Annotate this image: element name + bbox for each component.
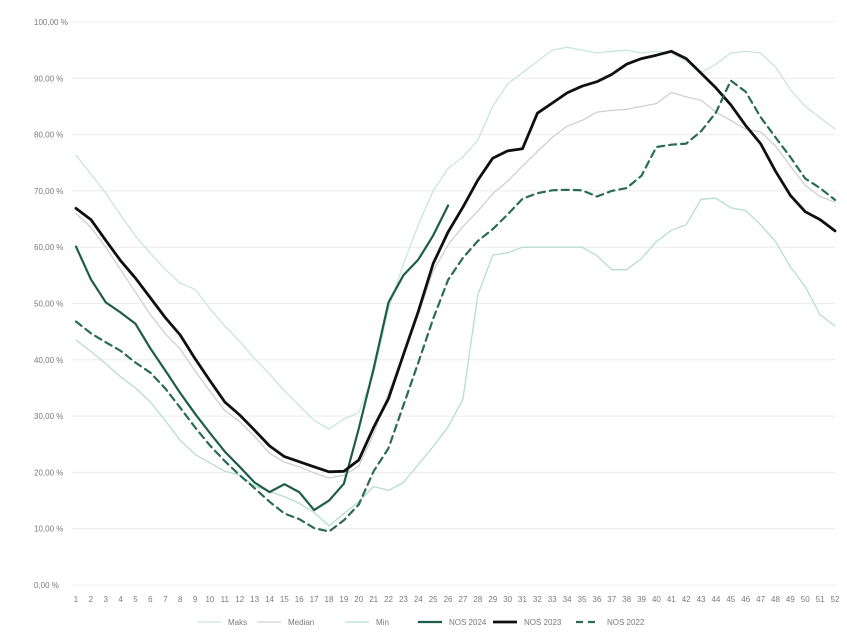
series-line-nos-2023 xyxy=(74,49,837,474)
x-tick-label: 20 xyxy=(354,595,363,604)
x-tick-label: 11 xyxy=(221,595,230,604)
x-tick-label: 32 xyxy=(533,595,542,604)
y-tick-label: 50,00 % xyxy=(34,300,63,309)
legend-label: NOS 2023 xyxy=(524,618,562,627)
x-tick-label: 36 xyxy=(592,595,601,604)
y-tick-label: 30,00 % xyxy=(34,412,63,421)
x-tick-label: 44 xyxy=(711,595,720,604)
x-tick-label: 33 xyxy=(548,595,557,604)
series-line-min xyxy=(75,197,836,527)
x-tick-label: 29 xyxy=(488,595,497,604)
y-tick-label: 80,00 % xyxy=(34,131,63,140)
x-tick-label: 39 xyxy=(637,595,646,604)
y-tick-label: 10,00 % xyxy=(34,525,63,534)
legend-label: Maks xyxy=(228,618,247,627)
x-tick-label: 14 xyxy=(265,595,274,604)
x-tick-label: 34 xyxy=(563,595,572,604)
y-tick-label: 100,00 % xyxy=(34,18,68,27)
x-tick-label: 50 xyxy=(801,595,810,604)
x-tick-label: 35 xyxy=(578,595,587,604)
x-tick-label: 17 xyxy=(310,595,319,604)
legend-label: Min xyxy=(376,618,389,627)
x-tick-label: 47 xyxy=(756,595,765,604)
series-line-nos-2024 xyxy=(74,204,450,512)
legend: Maks Median Min NOS 2024 NOS 2023 NOS 2022 xyxy=(197,618,645,627)
x-tick-label: 51 xyxy=(816,595,825,604)
x-tick-label: 5 xyxy=(133,595,138,604)
x-tick-label: 41 xyxy=(667,595,676,604)
series-line-median xyxy=(75,91,836,479)
y-tick-label: 90,00 % xyxy=(34,74,63,83)
x-tick-label: 46 xyxy=(741,595,750,604)
x-tick-label: 24 xyxy=(414,595,423,604)
x-tick-label: 10 xyxy=(205,595,214,604)
gridlines xyxy=(72,21,835,586)
x-tick-label: 23 xyxy=(399,595,408,604)
legend-label: NOS 2022 xyxy=(607,618,645,627)
x-tick-label: 13 xyxy=(250,595,259,604)
x-tick-label: 15 xyxy=(280,595,289,604)
x-tick-label: 7 xyxy=(163,595,168,604)
x-tick-label: 43 xyxy=(697,595,706,604)
x-tick-label: 12 xyxy=(235,595,244,604)
y-tick-label: 0,00 % xyxy=(34,581,59,590)
y-tick-label: 20,00 % xyxy=(34,468,63,477)
x-tick-label: 38 xyxy=(622,595,631,604)
x-tick-label: 49 xyxy=(786,595,795,604)
x-tick-label: 18 xyxy=(325,595,334,604)
x-tick-label: 8 xyxy=(178,595,183,604)
x-tick-label: 9 xyxy=(193,595,198,604)
x-tick-label: 21 xyxy=(369,595,378,604)
x-tick-label: 45 xyxy=(726,595,735,604)
y-tick-label: 70,00 % xyxy=(34,187,63,196)
series-line-maks xyxy=(75,46,836,430)
x-tick-label: 2 xyxy=(89,595,94,604)
x-tick-label: 48 xyxy=(771,595,780,604)
x-tick-label: 37 xyxy=(607,595,616,604)
x-tick-label: 27 xyxy=(458,595,467,604)
x-tick-label: 6 xyxy=(148,595,153,604)
x-axis-tick-labels: 1 2 3 4 5 6 7 8 9 10 11 12 13 14 15 16 17 18 19 20 21 22 23 24 2… xyxy=(74,595,840,604)
legend-label: NOS 2024 xyxy=(449,618,487,627)
x-tick-label: 3 xyxy=(104,595,109,604)
series-line-nos-2022 xyxy=(74,79,837,533)
series-lines xyxy=(74,46,837,533)
x-tick-label: 19 xyxy=(339,595,348,604)
x-tick-label: 26 xyxy=(444,595,453,604)
y-axis-tick-labels: 0,00 % 10,00 % 20,00 % 30,00 % 40,00 % 50,00 … xyxy=(34,18,68,590)
y-tick-label: 40,00 % xyxy=(34,356,63,365)
x-tick-label: 25 xyxy=(429,595,438,604)
y-tick-label: 60,00 % xyxy=(34,243,63,252)
x-tick-label: 22 xyxy=(384,595,393,604)
x-tick-label: 40 xyxy=(652,595,661,604)
x-tick-label: 52 xyxy=(831,595,840,604)
x-tick-label: 42 xyxy=(682,595,691,604)
x-tick-label: 1 xyxy=(74,595,79,604)
x-tick-label: 16 xyxy=(295,595,304,604)
x-tick-label: 4 xyxy=(118,595,123,604)
x-tick-label: 30 xyxy=(503,595,512,604)
legend-label: Median xyxy=(288,618,314,627)
x-tick-label: 31 xyxy=(518,595,527,604)
x-tick-label: 28 xyxy=(473,595,482,604)
